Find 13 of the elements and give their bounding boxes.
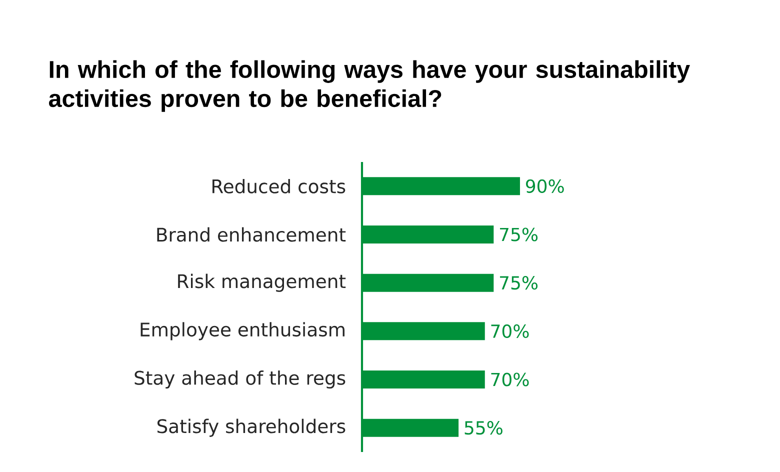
y-tick-label: Reduced costs xyxy=(212,178,346,194)
y-tick-label: Satisfy shareholders xyxy=(157,418,346,437)
y-tick-label: Brand enhancement xyxy=(157,227,346,242)
data-label: 55% xyxy=(464,421,502,435)
data-label: 75% xyxy=(500,228,538,242)
data-label: 75% xyxy=(500,276,538,290)
y-tick-label: Risk management xyxy=(178,274,346,292)
y-tick-label: Stay ahead of the regs xyxy=(134,370,346,389)
data-label: 90% xyxy=(526,179,564,193)
chart-title: In which of the following ways have your sustainability activities proven to be beneficial? xyxy=(48,60,690,112)
y-tick-label: Employee enthusiasm xyxy=(140,322,344,340)
data-label: 70% xyxy=(491,372,529,386)
data-label: 70% xyxy=(491,324,529,338)
